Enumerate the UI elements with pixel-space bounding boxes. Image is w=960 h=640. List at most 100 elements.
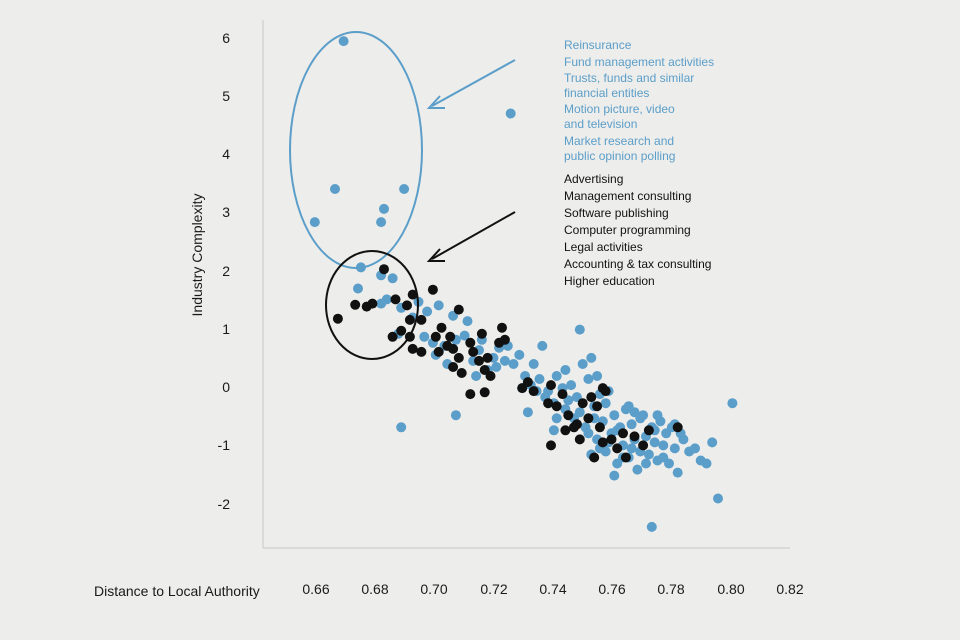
data-point-blue <box>707 437 718 448</box>
legend-blue-line: public opinion polling <box>564 149 675 163</box>
data-point-blue <box>658 452 669 463</box>
data-point-blue <box>551 371 562 381</box>
legend-black-group: Advertising Management consulting Softwa… <box>564 172 711 288</box>
data-point-blue <box>629 407 640 418</box>
x-axis-title: Distance to Local Authority <box>94 583 260 599</box>
legend-black-line: Higher education <box>564 274 655 288</box>
data-point-black <box>589 452 600 463</box>
data-point-black <box>583 413 594 424</box>
y-tick-label: 2 <box>222 263 230 279</box>
y-tick-label: 3 <box>222 204 230 220</box>
data-point-blue <box>586 352 597 363</box>
data-point-black <box>427 284 438 295</box>
data-point-blue <box>387 273 398 284</box>
data-point-blue <box>462 316 473 327</box>
legend-blue-line: Motion picture, video <box>564 102 675 116</box>
data-point-black <box>465 389 476 400</box>
data-point-blue <box>583 374 594 384</box>
y-tick-label: 1 <box>222 321 230 337</box>
data-point-black <box>407 343 418 354</box>
x-tick-label: 0.76 <box>598 581 625 597</box>
legend-black-line: Legal activities <box>564 240 643 254</box>
data-point-blue <box>632 464 643 475</box>
data-point-black <box>482 352 493 363</box>
x-tick-label: 0.82 <box>776 581 803 597</box>
data-point-black <box>402 300 412 311</box>
data-point-black <box>416 346 427 357</box>
data-point-blue <box>459 330 470 341</box>
data-point-black <box>407 289 418 300</box>
data-point-blue <box>701 458 712 469</box>
data-point-black <box>474 355 484 366</box>
data-point-black <box>387 331 398 342</box>
data-point-black <box>638 440 649 451</box>
data-point-black <box>546 440 556 451</box>
data-point-blue <box>505 108 516 119</box>
x-tick-label: 0.66 <box>302 581 329 597</box>
data-point-blue <box>330 184 340 194</box>
legend-black-line: Software publishing <box>564 206 669 220</box>
legend-black-line: Advertising <box>564 172 623 186</box>
data-point-blue <box>560 365 571 375</box>
data-point-black <box>456 368 467 378</box>
y-tick-label: 5 <box>222 88 230 104</box>
data-point-black <box>563 410 574 421</box>
data-point-blue <box>583 428 594 439</box>
legend-blue-line: financial entities <box>564 86 649 100</box>
data-point-blue <box>626 443 637 454</box>
legend-black-line: Accounting & tax consulting <box>564 257 711 271</box>
data-point-black <box>606 434 617 445</box>
data-point-black <box>618 428 628 439</box>
data-point-blue <box>577 359 588 369</box>
data-point-black <box>379 264 389 275</box>
legend-blue-line: Reinsurance <box>564 38 632 52</box>
data-point-blue <box>727 398 738 409</box>
data-point-black <box>522 377 533 388</box>
data-point-blue <box>379 203 389 214</box>
data-point-black <box>436 322 447 333</box>
data-point-black <box>479 387 490 398</box>
data-point-blue <box>396 422 407 433</box>
data-point-black <box>546 380 556 391</box>
data-point-blue <box>309 217 320 228</box>
legend-blue-line: Trusts, funds and similar <box>564 71 694 85</box>
data-point-blue <box>672 467 683 478</box>
data-point-blue <box>450 410 461 421</box>
data-point-blue <box>548 425 559 436</box>
data-point-black <box>448 343 459 354</box>
data-point-blue <box>399 184 410 194</box>
x-tick-label: 0.78 <box>657 581 684 597</box>
y-tick-label: -2 <box>218 496 231 512</box>
data-point-blue <box>419 331 430 342</box>
data-point-black <box>430 331 441 342</box>
data-point-black <box>600 386 611 397</box>
x-tick-label: 0.70 <box>420 581 447 597</box>
data-point-black <box>499 334 510 345</box>
legend-black-line: Management consulting <box>564 189 691 203</box>
x-tick-label: 0.72 <box>480 581 507 597</box>
legend-blue-line: and television <box>564 117 637 131</box>
data-point-blue <box>537 340 548 351</box>
data-point-blue <box>528 359 539 369</box>
data-point-blue <box>433 300 444 311</box>
x-tick-labels: 0.66 0.68 0.70 0.72 0.74 0.76 0.78 0.80 … <box>302 581 803 597</box>
data-point-black <box>485 371 496 381</box>
data-point-black <box>594 422 605 433</box>
data-point-blue <box>574 324 585 335</box>
legend-black-line: Computer programming <box>564 223 691 237</box>
data-point-blue <box>566 380 577 391</box>
data-point-blue <box>491 362 502 372</box>
legend-blue-line: Market research and <box>564 134 674 148</box>
data-point-black <box>468 346 479 357</box>
data-point-black <box>672 422 683 433</box>
data-point-blue <box>551 413 562 424</box>
data-point-black <box>416 314 427 325</box>
data-point-black <box>332 313 343 324</box>
data-point-black <box>597 437 608 448</box>
data-point-black <box>620 452 631 463</box>
data-point-black <box>476 328 487 339</box>
blue-arrow <box>426 59 516 109</box>
data-point-blue <box>514 349 525 360</box>
data-point-blue <box>658 440 669 451</box>
x-tick-label: 0.80 <box>717 581 744 597</box>
